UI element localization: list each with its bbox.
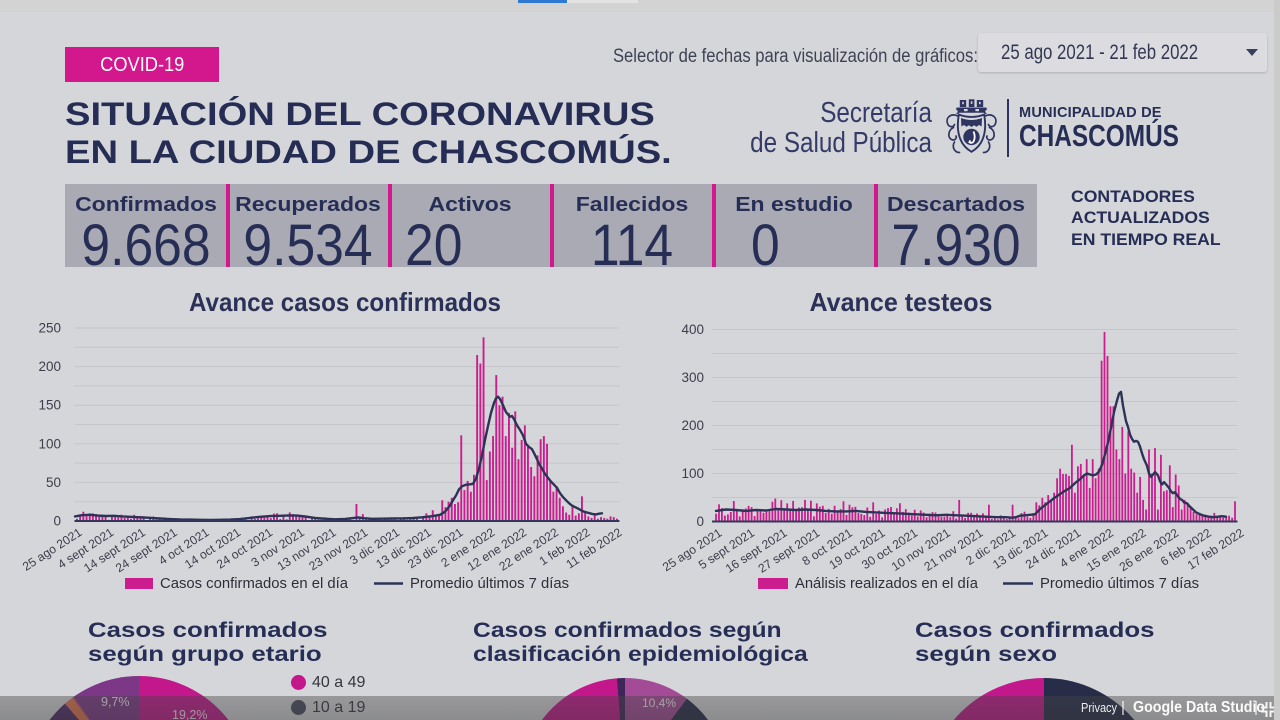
svg-text:250: 250 <box>38 321 61 336</box>
svg-text:400: 400 <box>681 322 704 337</box>
svg-text:150: 150 <box>38 398 61 413</box>
svg-text:Avance casos confirmados: Avance casos confirmados <box>189 287 501 317</box>
svg-text:Análisis realizados en el día: Análisis realizados en el día <box>795 576 979 592</box>
svg-text:100: 100 <box>38 436 61 451</box>
svg-text:200: 200 <box>681 418 704 433</box>
svg-text:0: 0 <box>696 514 704 529</box>
svg-text:0: 0 <box>53 514 61 529</box>
svg-text:300: 300 <box>681 370 704 385</box>
svg-text:Avance testeos: Avance testeos <box>810 287 993 317</box>
svg-text:50: 50 <box>46 475 61 490</box>
svg-text:100: 100 <box>681 466 704 481</box>
svg-text:Promedio últimos 7 días: Promedio últimos 7 días <box>1040 576 1199 592</box>
svg-text:200: 200 <box>38 359 61 374</box>
svg-text:Promedio últimos 7 días: Promedio últimos 7 días <box>410 576 569 592</box>
svg-text:Casos confirmados en el día: Casos confirmados en el día <box>160 576 349 592</box>
